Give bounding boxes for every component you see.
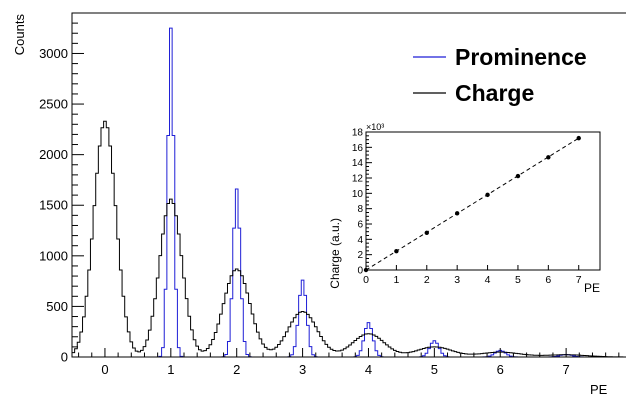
- inset-x-tick-label: 2: [424, 274, 430, 286]
- inset-data-point: [485, 192, 490, 198]
- x-tick-label: 6: [497, 362, 504, 377]
- main-plot: 012345678050010001500200025003000 PE Cou…: [12, 12, 626, 397]
- inset-y-multiplier: ×10³: [366, 122, 384, 132]
- y-tick-label: 500: [46, 299, 68, 314]
- inset-x-tick-label: 1: [393, 274, 399, 286]
- inset-y-tick-label: 2: [357, 250, 363, 261]
- inset-data-point: [454, 211, 460, 216]
- legend: Prominence Charge: [413, 44, 587, 106]
- main-y-axis-label: Counts: [12, 14, 27, 56]
- inset-y-tick-label: 6: [357, 220, 363, 231]
- inset-data-point: [394, 249, 399, 254]
- inset-y-tick-label: 0: [357, 266, 363, 277]
- inset-x-tick-label: 6: [545, 274, 551, 286]
- inset-data-point: [515, 173, 521, 179]
- inset-y-tick-label: 12: [352, 174, 364, 185]
- inset-x-tick-label: 7: [576, 274, 582, 286]
- main-axis-layer: 012345678050010001500200025003000: [39, 12, 620, 377]
- x-tick-label: 4: [365, 362, 372, 377]
- legend-label-prominence: Prominence: [455, 44, 587, 70]
- main-x-axis-label: PE: [590, 382, 608, 397]
- x-tick-label: 7: [563, 362, 570, 377]
- inset-x-tick-label: 0: [363, 274, 369, 286]
- inset-data-point: [424, 230, 429, 236]
- inset-x-tick-label: 5: [515, 274, 521, 286]
- y-tick-label: 2000: [39, 147, 68, 162]
- y-tick-label: 1000: [39, 248, 68, 263]
- inset-x-tick-label: 4: [485, 274, 491, 286]
- legend-label-charge: Charge: [455, 80, 534, 106]
- x-tick-label: 1: [167, 362, 174, 377]
- y-tick-label: 2500: [39, 97, 68, 112]
- inset-y-tick-label: 10: [352, 189, 364, 200]
- inset-y-tick-label: 18: [352, 128, 364, 139]
- inset-x-axis-label: PE: [584, 281, 600, 295]
- inset-data-point: [546, 155, 551, 160]
- inset-y-tick-label: 4: [357, 235, 363, 246]
- inset-background: [366, 132, 600, 270]
- series-line-charge: [72, 120, 626, 358]
- x-tick-label: 2: [233, 362, 240, 377]
- x-tick-label: 5: [431, 362, 438, 377]
- inset-y-axis-label: Charge (a.u.): [328, 218, 342, 289]
- inset-data-point: [576, 135, 581, 141]
- x-tick-label: 0: [101, 362, 108, 377]
- inset-x-tick-label: 3: [454, 274, 460, 286]
- inset-series-layer: [363, 135, 581, 273]
- inset-y-tick-label: 16: [352, 143, 364, 154]
- inset-y-tick-label: 14: [352, 158, 364, 169]
- x-tick-label: 3: [299, 362, 306, 377]
- y-tick-label: 3000: [39, 46, 68, 61]
- y-tick-label: 0: [61, 350, 68, 365]
- inset-y-tick-label: 8: [357, 204, 363, 215]
- y-tick-label: 1500: [39, 198, 68, 213]
